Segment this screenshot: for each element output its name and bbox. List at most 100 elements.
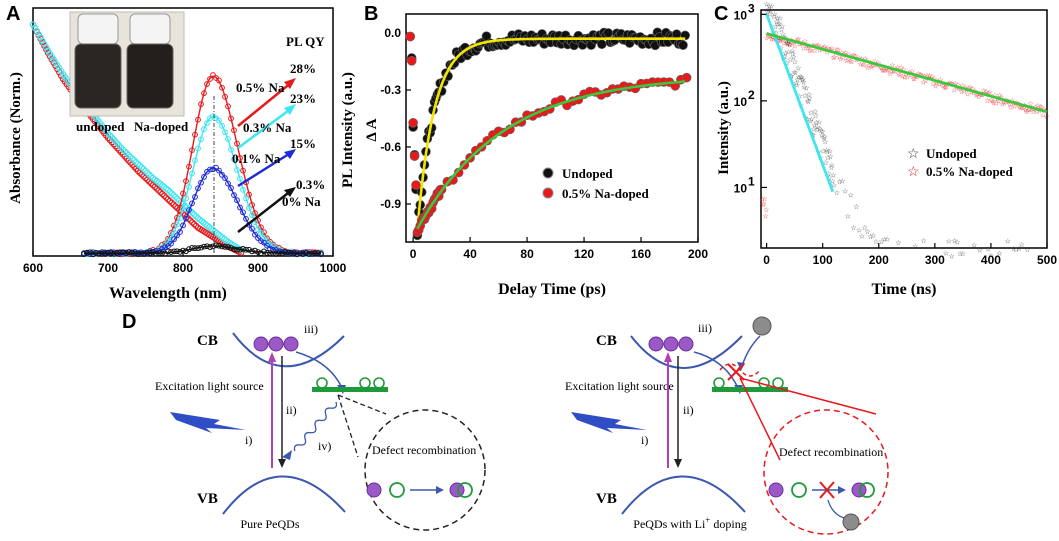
c-na-star-2332: ☆	[894, 64, 900, 72]
arrow-0-na	[237, 189, 293, 233]
c-na-star-44: ☆	[766, 32, 772, 40]
arrow-head-0-1-na	[284, 149, 296, 159]
abs-point-1-7-7	[147, 173, 155, 180]
c-na-star-4136: ☆	[995, 97, 1001, 105]
abs-point-0-7-4	[142, 174, 149, 182]
pl-point-2-792	[174, 232, 180, 239]
abs-point-0-7-0	[134, 167, 142, 175]
inset-label-undoped: undoped	[76, 119, 125, 134]
zoom-circle-right	[763, 409, 889, 535]
electron-3-left	[283, 336, 299, 352]
arrow-head-0-na	[284, 187, 296, 197]
pl-curve-3	[84, 245, 321, 254]
excitation-right: Excitation light source	[565, 379, 674, 393]
a-xtick-label-3: 900	[248, 261, 268, 275]
c-na-star-1078: ☆	[824, 48, 830, 56]
pl-point-3-960	[300, 251, 306, 257]
c-un-star-264: ☆	[778, 26, 784, 34]
trap-arrow-left	[295, 351, 343, 389]
c-na-star-1430: ☆	[844, 57, 850, 65]
panel-c-legend: ☆ Undoped ☆ 0.5% Na-doped	[907, 146, 1013, 180]
panel-c-ylabel: Intensity (a.u.)	[716, 81, 732, 175]
c-na-star-3740: ☆	[973, 91, 979, 99]
pl-point-3-936	[282, 249, 288, 255]
c-un-star-4000: ☆	[988, 252, 994, 260]
abs-point-0-7-1	[136, 169, 144, 176]
c-na-star-3168: ☆	[941, 84, 947, 92]
c-ytick-label-0: 10	[734, 8, 748, 22]
series-arrows	[237, 78, 296, 233]
c-un-star-672: ☆	[801, 83, 807, 91]
abs-point-0-7-6	[146, 178, 153, 185]
b-point-1-4	[411, 180, 421, 190]
c-na-star-1298: ☆	[836, 53, 842, 61]
b-ytick-label-0: 0.0	[384, 26, 401, 40]
pl-point-2-788	[171, 236, 177, 243]
c-na-star-4818: ☆	[1034, 108, 1040, 116]
c-na-star-506: ☆	[792, 43, 798, 51]
li-ion-bottom	[842, 513, 860, 531]
pl-point-1-984	[318, 249, 324, 256]
c-na-star-3102: ☆	[937, 76, 943, 84]
abs-point-1-6-0	[119, 146, 127, 153]
c-un-star-2100: ☆	[881, 235, 887, 243]
panel-c-plot: ☆☆☆☆☆☆☆☆☆☆☆☆☆☆☆☆☆☆☆☆☆☆☆☆☆☆☆☆☆☆☆☆☆☆☆☆☆☆☆☆…	[759, 0, 1050, 261]
c-un-star-216: ☆	[776, 35, 782, 43]
c-un-star-1188: ☆	[830, 171, 836, 179]
c-xtick-label-1: 100	[813, 253, 833, 267]
abs-point-1-0-6	[41, 40, 48, 48]
abs-point-1-6-1	[121, 148, 129, 155]
pl-point-2-776	[162, 244, 168, 251]
c-un-star-4150: ☆	[996, 249, 1002, 257]
c-un-star-228: ☆	[776, 20, 782, 28]
c-na-star-550: ☆	[794, 36, 800, 44]
abs-point-1-0-5	[39, 37, 46, 44]
c-un-star-1104: ☆	[825, 170, 831, 178]
pl-point-2-896	[252, 231, 258, 238]
c-na-star-1672: ☆	[857, 61, 863, 69]
pl-point-2-828	[201, 174, 207, 180]
b-xtick-label-1: 40	[463, 247, 477, 261]
c-xtick-label-5: 500	[1037, 253, 1057, 267]
c-na-star-594: ☆	[797, 41, 803, 49]
legend-c-undoped: Undoped	[926, 146, 977, 161]
c-un-star-3250: ☆	[946, 238, 952, 246]
panel-c-xlabel: Time (ns)	[871, 281, 936, 298]
pl-point-2-868	[231, 192, 237, 198]
c-un-star-1800: ☆	[864, 228, 870, 236]
c-un-star-492: ☆	[791, 68, 797, 76]
c-na-star-4356: ☆	[1008, 103, 1014, 111]
pl-point-3-748	[141, 251, 147, 257]
c-un-star-1250: ☆	[834, 189, 840, 197]
c-na-star-462: ☆	[789, 39, 795, 47]
c-na-star-1914: ☆	[871, 61, 877, 69]
pl-point-2-900	[255, 235, 261, 241]
c-un-star-744: ☆	[805, 98, 811, 106]
c-un-star-3400: ☆	[954, 238, 960, 246]
c-xtick-label-3: 300	[925, 253, 945, 267]
step-i-right: i)	[641, 433, 648, 447]
c-na-star-3080: ☆	[936, 80, 942, 88]
c-na-star-374: ☆	[784, 41, 790, 49]
c-na-star-3784: ☆	[976, 93, 982, 101]
pl-point-2-912	[264, 242, 270, 249]
pl-point-2-812	[189, 200, 195, 207]
c-na-star-2838: ☆	[923, 77, 929, 85]
legend-star-undoped: ☆	[907, 147, 920, 162]
c-un-star-2350: ☆	[895, 239, 901, 247]
c-un-star-156: ☆	[772, 23, 778, 31]
c-un-star-2800: ☆	[920, 237, 926, 245]
abs-point-0-9-1	[166, 197, 174, 205]
c-un-star-4400: ☆	[1010, 245, 1016, 253]
pl-point-3-760	[150, 249, 156, 255]
c-un-star-336: ☆	[782, 50, 788, 58]
absorption-arrow-head-right	[664, 352, 672, 362]
c-na-star-3190: ☆	[942, 84, 948, 92]
step-ii-left: ii)	[286, 403, 297, 417]
lightning-left	[170, 412, 246, 433]
nonradiative-head-left	[282, 450, 292, 460]
a-xtick-label-2: 800	[173, 261, 193, 275]
c-na-star-3036: ☆	[934, 80, 940, 88]
c-un-star-636: ☆	[799, 77, 805, 85]
c-un-star-36: ☆	[765, 6, 771, 14]
